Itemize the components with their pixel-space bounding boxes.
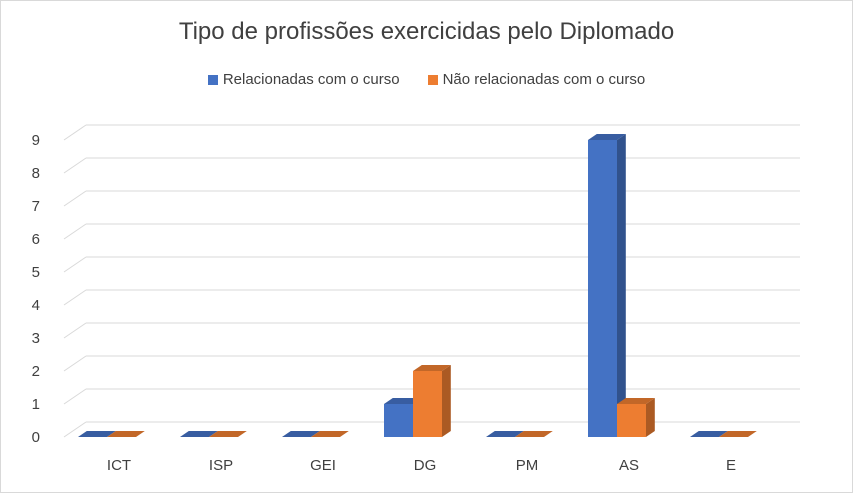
bar-1-3	[413, 371, 442, 437]
gridline-depth-1	[63, 388, 87, 405]
legend-item-nao-relacionadas: Não relacionadas com o curso	[427, 71, 646, 88]
gridline-depth-6	[63, 223, 87, 240]
legend-label-relacionadas: Relacionadas com o curso	[222, 71, 400, 88]
bar-top-0-1	[180, 431, 218, 437]
bar-side-0-5	[617, 134, 626, 437]
y-tick-label-7: 7	[32, 198, 40, 215]
y-tick-label-3: 3	[32, 330, 40, 347]
bar-side-1-3	[442, 365, 451, 437]
gridline-depth-7	[63, 190, 87, 207]
y-tick-label-2: 2	[32, 363, 40, 380]
gridline-depth-0	[63, 421, 87, 438]
legend-swatch-nao-relacionadas	[427, 74, 438, 85]
bar-0-5	[588, 140, 617, 437]
x-tick-label-5: AS	[619, 457, 639, 474]
chart-legend: Relacionadas com o curso Não relacionada…	[0, 71, 853, 88]
x-tick-label-6: E	[726, 457, 736, 474]
y-tick-label-6: 6	[32, 231, 40, 248]
bar-0-3	[384, 404, 413, 437]
gridline-depth-2	[63, 355, 87, 372]
y-tick-label-4: 4	[32, 297, 40, 314]
bar-top-1-1	[209, 431, 247, 437]
x-tick-label-0: ICT	[107, 457, 131, 474]
bar-top-0-2	[282, 431, 320, 437]
legend-swatch-relacionadas	[207, 74, 218, 85]
gridline-depth-8	[63, 157, 87, 174]
chart-title: Tipo de profissões exercicidas pelo Dipl…	[178, 18, 675, 45]
gridline-depth-4	[63, 289, 87, 306]
bar-top-0-0	[78, 431, 116, 437]
legend-item-relacionadas: Relacionadas com o curso	[207, 71, 400, 88]
y-tick-label-5: 5	[32, 264, 40, 281]
bar-top-0-3	[384, 398, 422, 404]
bar-top-1-6	[719, 431, 757, 437]
bar-top-1-4	[515, 431, 553, 437]
bar-top-0-4	[486, 431, 524, 437]
bar-1-5	[617, 404, 646, 437]
x-tick-label-2: GEI	[310, 457, 336, 474]
y-tick-label-1: 1	[32, 396, 40, 413]
bar-top-0-5	[588, 134, 626, 140]
gridline-depth-9	[63, 124, 87, 141]
y-tick-label-0: 0	[32, 429, 40, 446]
bar-side-1-5	[646, 398, 655, 437]
x-tick-label-4: PM	[516, 457, 539, 474]
bar-top-1-5	[617, 398, 655, 404]
bar-top-1-2	[311, 431, 349, 437]
bar-top-0-6	[690, 431, 728, 437]
x-tick-label-1: ISP	[209, 457, 233, 474]
legend-label-nao-relacionadas: Não relacionadas com o curso	[442, 71, 646, 88]
x-tick-label-3: DG	[414, 457, 437, 474]
bar-top-1-3	[413, 365, 451, 371]
gridline-depth-3	[63, 322, 87, 339]
gridline-depth-5	[63, 256, 87, 273]
y-tick-label-9: 9	[32, 132, 40, 149]
bar-top-1-0	[107, 431, 145, 437]
y-tick-label-8: 8	[32, 165, 40, 182]
